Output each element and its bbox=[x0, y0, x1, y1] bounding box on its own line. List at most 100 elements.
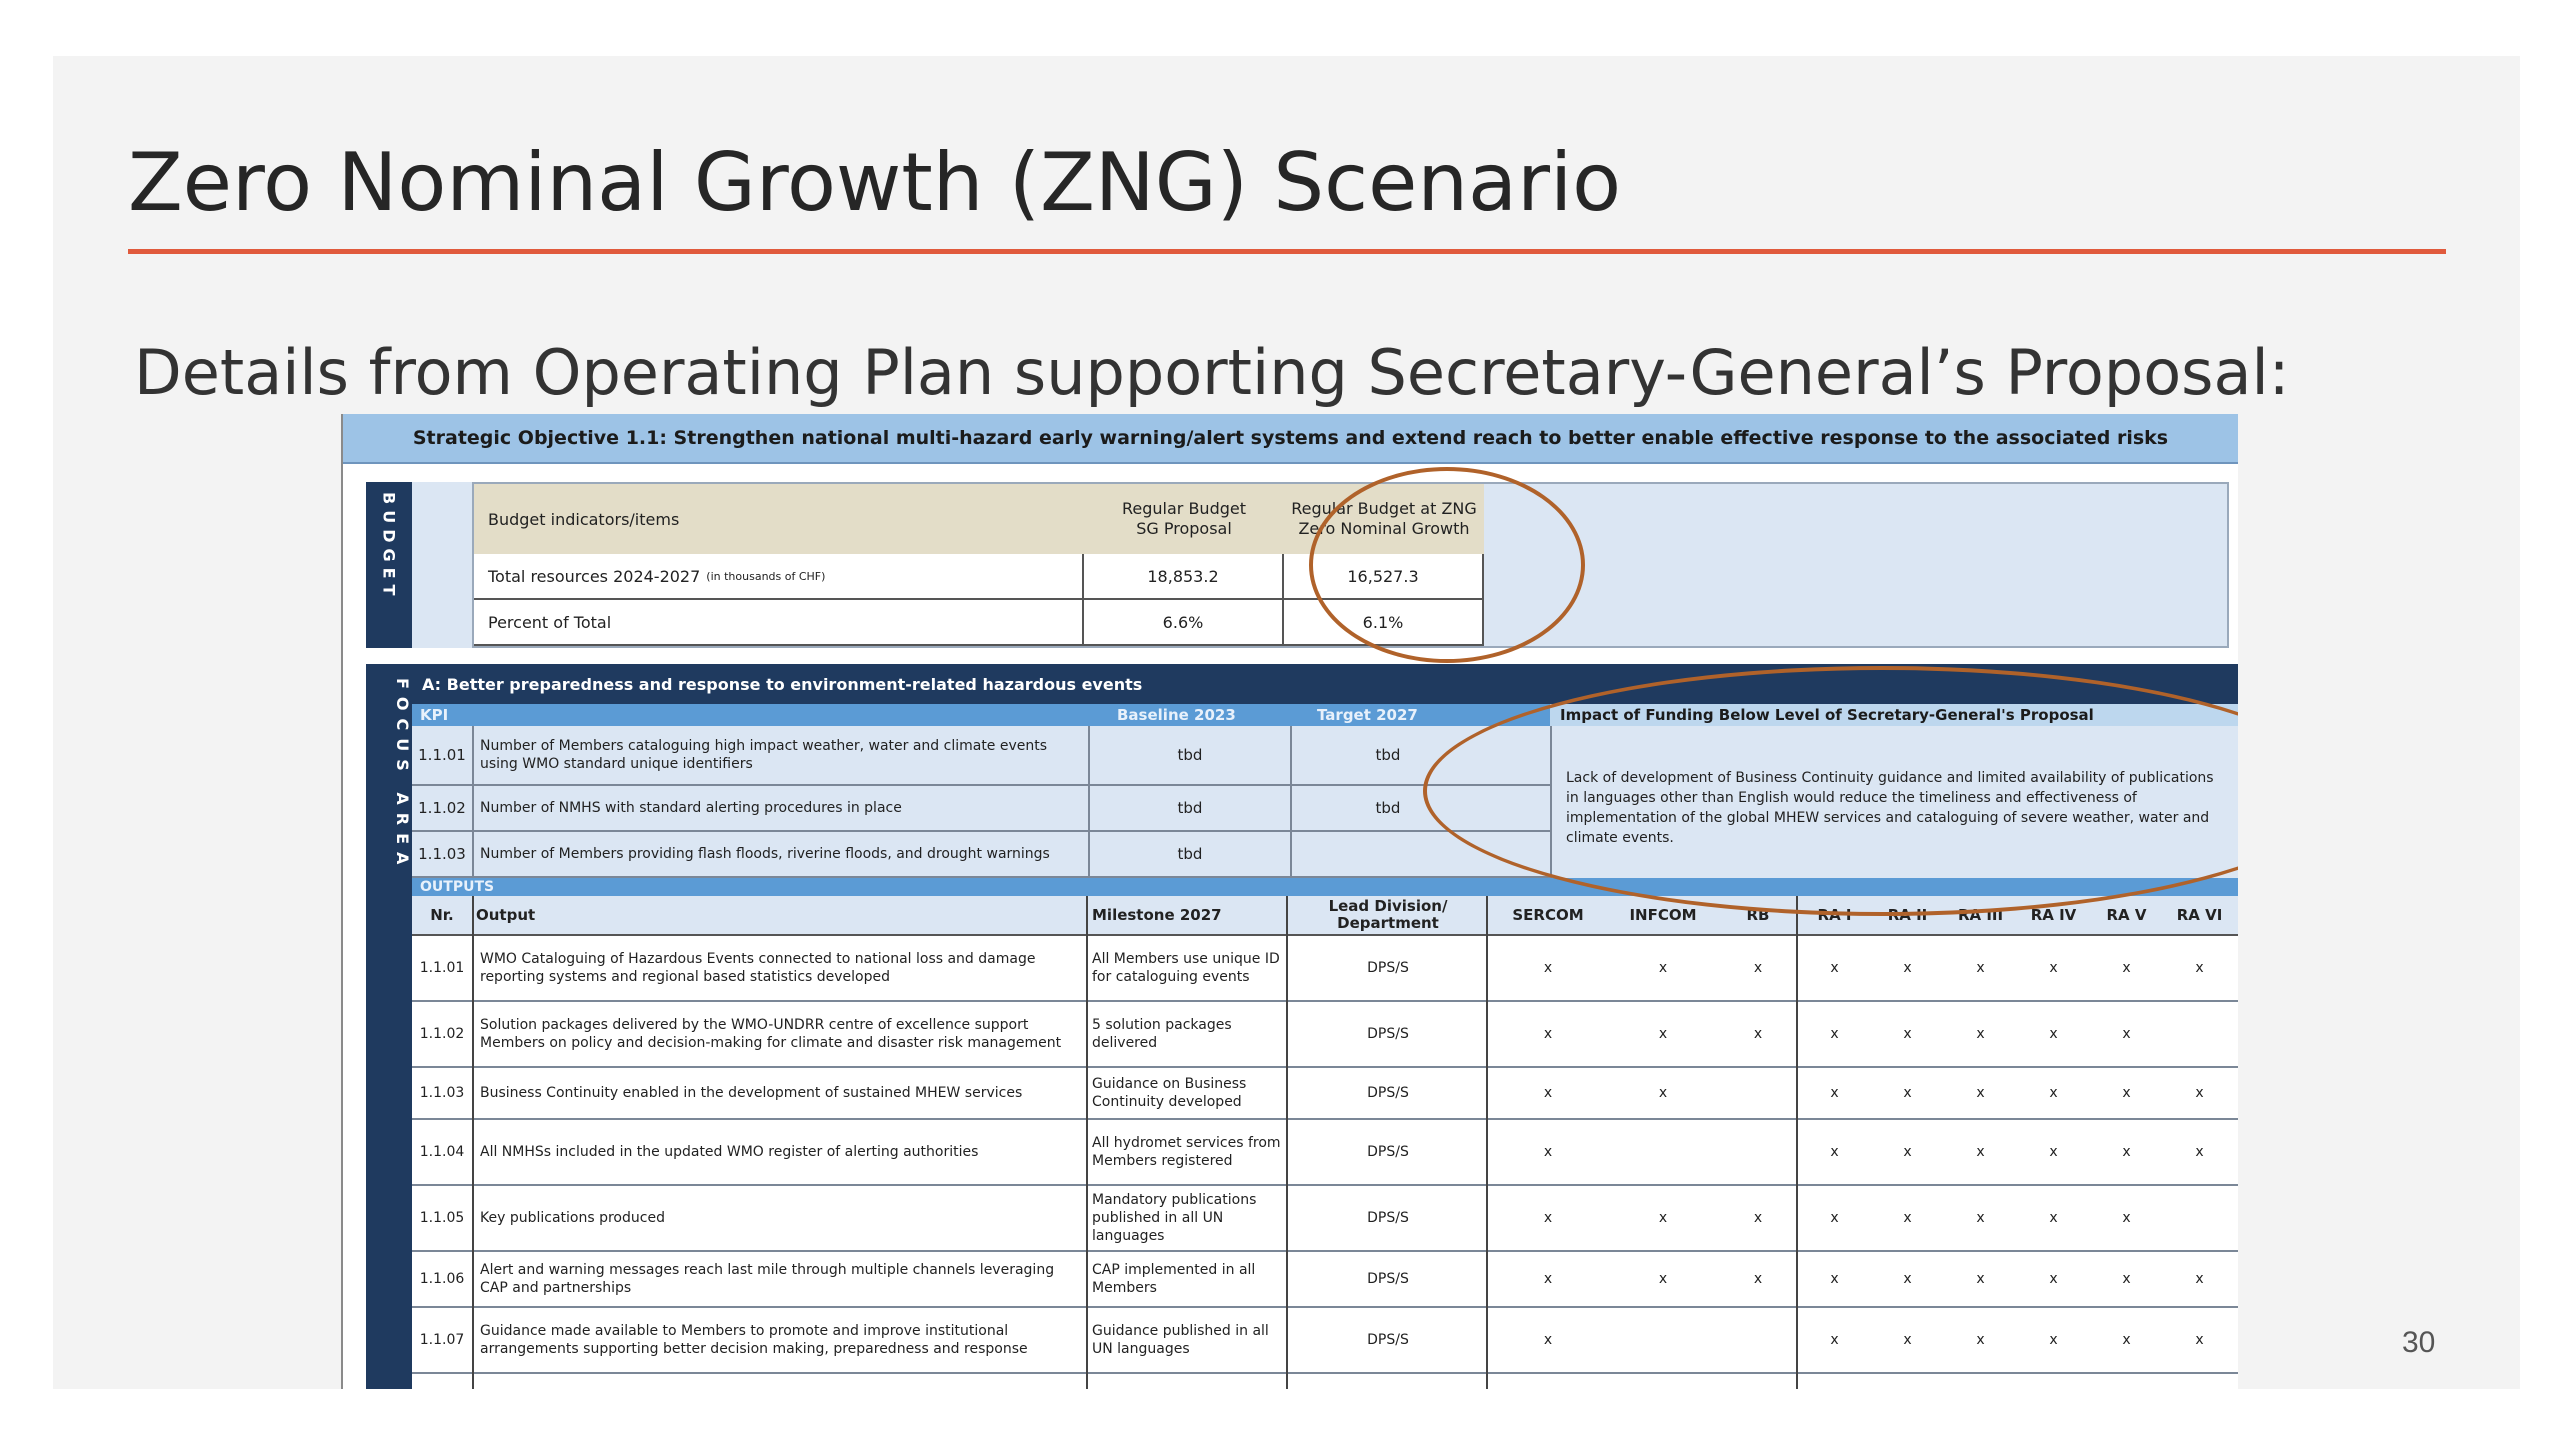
output-mark: x bbox=[1903, 960, 1912, 976]
kpi-target bbox=[1288, 832, 1488, 876]
col-nr: Nr. bbox=[430, 905, 454, 924]
output-row: 1.1.06 Alert and warning messages reach l… bbox=[412, 1252, 2238, 1308]
kpi-text: Number of Members cataloguing high impac… bbox=[480, 738, 1048, 772]
budget-head-item: Budget indicators/items bbox=[474, 484, 1084, 554]
output-mark: x bbox=[1543, 1026, 1553, 1042]
output-row: 1.1.01 WMO Cataloguing of Hazardous Event… bbox=[412, 936, 2238, 1002]
output-mark: x bbox=[1830, 1026, 1839, 1042]
output-milestone: CAP implemented in all Members bbox=[1092, 1262, 1256, 1296]
budget-section: Budget indicators/items Regular Budget S… bbox=[472, 482, 2229, 648]
budget-head-sg: Regular Budget SG Proposal bbox=[1084, 484, 1284, 554]
output-mark: x bbox=[1903, 1271, 1912, 1287]
kpi-target: tbd bbox=[1375, 746, 1401, 764]
separator-milestone bbox=[1286, 896, 1288, 1389]
title-underline bbox=[128, 249, 2446, 254]
output-mark: x bbox=[1976, 1210, 1985, 1226]
output-mark: x bbox=[2049, 1144, 2058, 1160]
output-milestone: All Members use unique ID for cataloguin… bbox=[1092, 951, 1280, 985]
separator-lead bbox=[1486, 896, 1488, 1389]
col-sercom: SERCOM bbox=[1512, 905, 1584, 924]
output-milestone: Mandatory publications published in all … bbox=[1092, 1192, 1257, 1244]
kpi-text: Number of NMHS with standard alerting pr… bbox=[480, 800, 902, 816]
kpi-row: 1.1.01 Number of Members cataloguing hig… bbox=[412, 726, 1550, 786]
output-mark: x bbox=[1830, 1085, 1839, 1101]
output-row: 1.1.03 Business Continuity enabled in the… bbox=[412, 1068, 2238, 1120]
output-lead: DPS/S bbox=[1367, 1026, 1409, 1042]
output-mark: x bbox=[1543, 1085, 1553, 1101]
outputs-header: OUTPUTS bbox=[412, 878, 2238, 896]
output-mark: x bbox=[2049, 1026, 2058, 1042]
output-row: 1.1.02 Solution packages delivered by the… bbox=[412, 1002, 2238, 1068]
output-mark: x bbox=[1543, 1271, 1553, 1287]
col-ra5: RA V bbox=[2106, 905, 2147, 924]
output-mark: x bbox=[2195, 1144, 2204, 1160]
output-mark: x bbox=[2195, 1085, 2204, 1101]
output-mark: x bbox=[2122, 1210, 2131, 1226]
impact-text: Lack of development of Business Continui… bbox=[1550, 726, 2238, 878]
output-nr: 1.1.06 bbox=[419, 1271, 465, 1287]
output-mark: x bbox=[2049, 1271, 2058, 1287]
output-mark: x bbox=[2122, 1085, 2131, 1101]
focus-area-side-label: FOCUS AREA bbox=[366, 664, 412, 1389]
col-ra4: RA IV bbox=[2030, 905, 2077, 924]
output-mark: x bbox=[1753, 1271, 1763, 1287]
output-mark: x bbox=[1903, 1085, 1912, 1101]
budget-gap bbox=[412, 482, 472, 648]
output-mark: x bbox=[1543, 1144, 1553, 1160]
output-mark bbox=[1718, 1120, 1798, 1184]
kpi-text: Number of Members providing flash floods… bbox=[480, 846, 1050, 862]
output-mark: x bbox=[1830, 1332, 1839, 1348]
output-lead: DPS/S bbox=[1367, 960, 1409, 976]
output-text: WMO Cataloguing of Hazardous Events conn… bbox=[480, 951, 1036, 985]
output-mark: x bbox=[1658, 1271, 1668, 1287]
target-label: Target 2027 bbox=[1317, 706, 1418, 724]
output-mark: x bbox=[2049, 1332, 2058, 1348]
output-mark: x bbox=[1830, 960, 1839, 976]
output-mark: x bbox=[2195, 1271, 2204, 1287]
col-ra1: RA I bbox=[1817, 905, 1852, 924]
col-output: Output bbox=[476, 905, 536, 924]
percent-total-label: Percent of Total bbox=[474, 600, 1084, 646]
output-text: Guidance made available to Members to pr… bbox=[480, 1323, 1028, 1357]
kpi-nr: 1.1.02 bbox=[412, 786, 474, 830]
output-text: Key publications produced bbox=[480, 1210, 665, 1226]
kpi-label: KPI bbox=[420, 706, 449, 724]
output-mark bbox=[1608, 1308, 1718, 1372]
output-mark: x bbox=[1976, 1026, 1985, 1042]
page-number: 30 bbox=[2402, 1326, 2436, 1359]
outputs-column-headers: Nr. Output Milestone 2027 Lead Division/… bbox=[412, 896, 2238, 936]
kpi-row: 1.1.02 Number of NMHS with standard aler… bbox=[412, 786, 1550, 832]
col-infcom: INFCOM bbox=[1629, 905, 1697, 924]
output-mark: x bbox=[1753, 1026, 1763, 1042]
output-mark bbox=[1718, 1068, 1798, 1118]
output-mark: x bbox=[1830, 1144, 1839, 1160]
output-mark: x bbox=[1658, 960, 1668, 976]
kpi-row: 1.1.03 Number of Members providing flash… bbox=[412, 832, 1550, 878]
output-mark bbox=[1718, 1308, 1798, 1372]
output-mark: x bbox=[1658, 1210, 1668, 1226]
slide-title: Zero Nominal Growth (ZNG) Scenario bbox=[128, 136, 1622, 229]
operating-plan-table: Strategic Objective 1.1: Strengthen nati… bbox=[341, 414, 2238, 1389]
output-row: 1.1.07 Guidance made available to Members… bbox=[412, 1308, 2238, 1374]
percent-total-sg: 6.6% bbox=[1084, 600, 1284, 646]
kpi-target: tbd bbox=[1375, 799, 1401, 817]
col-ra3: RA III bbox=[1957, 905, 2004, 924]
output-text: Business Continuity enabled in the devel… bbox=[480, 1085, 1023, 1101]
output-mark: x bbox=[1830, 1210, 1839, 1226]
focus-area-header: A: Better preparedness and response to e… bbox=[412, 664, 2238, 704]
output-milestone: All hydromet services from Members regis… bbox=[1092, 1135, 1281, 1169]
output-row: 1.1.05 Key publications produced Mandatory… bbox=[412, 1186, 2238, 1252]
output-mark: x bbox=[2195, 960, 2204, 976]
output-mark: x bbox=[2122, 1026, 2131, 1042]
kpi-baseline: tbd bbox=[1088, 726, 1292, 784]
output-mark: x bbox=[1753, 960, 1763, 976]
separator-nr bbox=[472, 896, 474, 1389]
output-mark bbox=[1608, 1120, 1718, 1184]
separator-output bbox=[1086, 896, 1088, 1389]
output-mark: x bbox=[2049, 960, 2058, 976]
output-mark bbox=[2163, 1186, 2236, 1250]
output-mark: x bbox=[1903, 1210, 1912, 1226]
output-nr: 1.1.07 bbox=[419, 1332, 465, 1348]
strategic-objective-header: Strategic Objective 1.1: Strengthen nati… bbox=[343, 414, 2238, 464]
output-mark: x bbox=[1658, 1026, 1668, 1042]
